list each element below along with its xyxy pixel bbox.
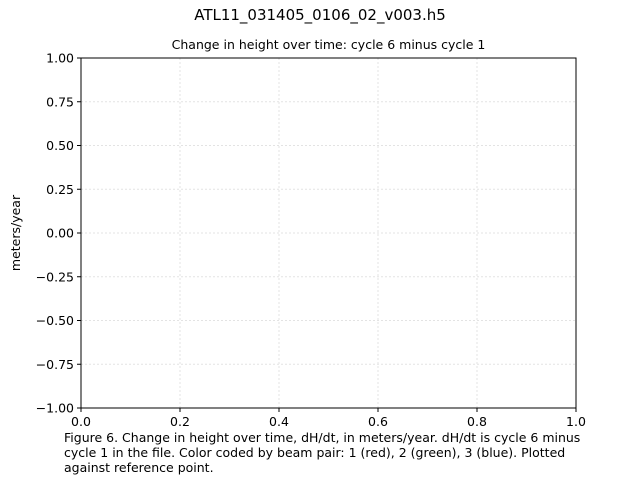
y-tick-label: 0.00 xyxy=(46,226,74,241)
y-tick-label: 0.25 xyxy=(46,182,74,197)
chart-svg: 0.0 0.2 0.4 0.6 0.8 1.0 1.00 0.75 0.50 0.25 0.00 −… xyxy=(8,51,586,430)
x-axis: 0.0 0.2 0.4 0.6 0.8 1.0 xyxy=(71,408,586,429)
x-tick-label: 0.6 xyxy=(368,414,388,429)
x-tick-label: 0.2 xyxy=(170,414,190,429)
y-tick-label: −0.25 xyxy=(36,269,74,284)
figure-caption: Figure 6. Change in height over time, dH… xyxy=(64,430,581,475)
chart-title: Change in height over time: cycle 6 minu… xyxy=(171,37,486,52)
y-axis: 1.00 0.75 0.50 0.25 0.00 −0.25 −0.50 −0.75 −1.00 xyxy=(36,51,81,416)
y-tick-label: −0.75 xyxy=(36,357,74,372)
x-tick-label: 0.8 xyxy=(467,414,487,429)
x-tick-label: 1.0 xyxy=(566,414,586,429)
figure-suptitle: ATL11_031405_0106_02_v003.h5 xyxy=(194,6,446,24)
y-tick-label: 0.75 xyxy=(46,94,74,109)
x-tick-label: 0.0 xyxy=(71,414,91,429)
y-tick-label: −0.50 xyxy=(36,313,74,328)
x-tick-label: 0.4 xyxy=(269,414,289,429)
y-tick-label: 1.00 xyxy=(46,51,74,66)
y-tick-label: −1.00 xyxy=(36,401,74,416)
y-axis-label: meters/year xyxy=(8,194,23,271)
y-tick-label: 0.50 xyxy=(46,138,74,153)
grid xyxy=(80,57,577,409)
